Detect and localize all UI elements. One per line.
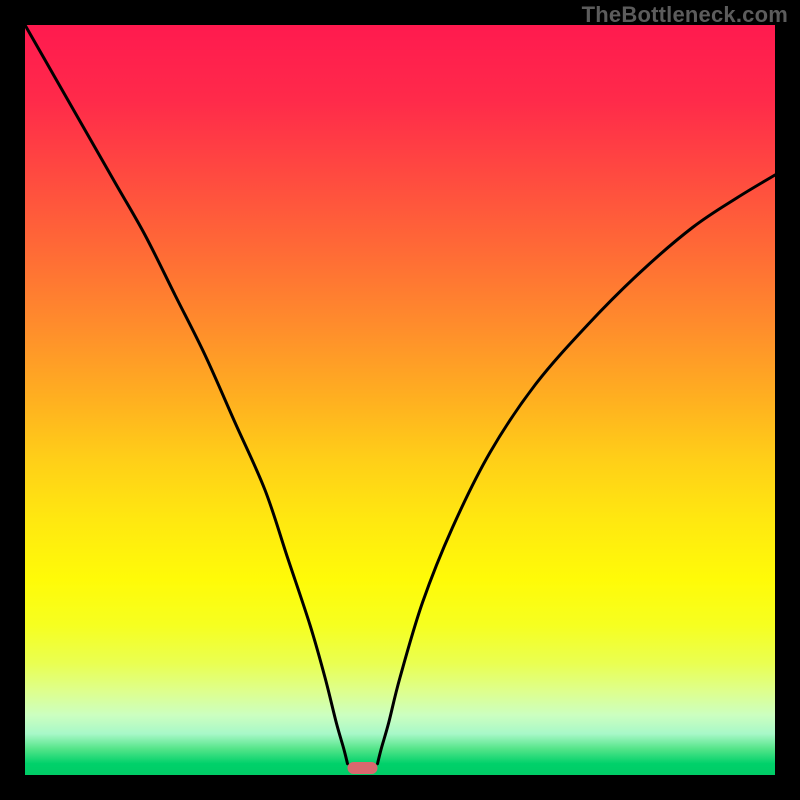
- plot-background: [25, 25, 775, 775]
- bottleneck-chart: [0, 0, 800, 800]
- watermark-text: TheBottleneck.com: [582, 2, 788, 28]
- bottom-marker: [348, 762, 378, 774]
- chart-stage: TheBottleneck.com: [0, 0, 800, 800]
